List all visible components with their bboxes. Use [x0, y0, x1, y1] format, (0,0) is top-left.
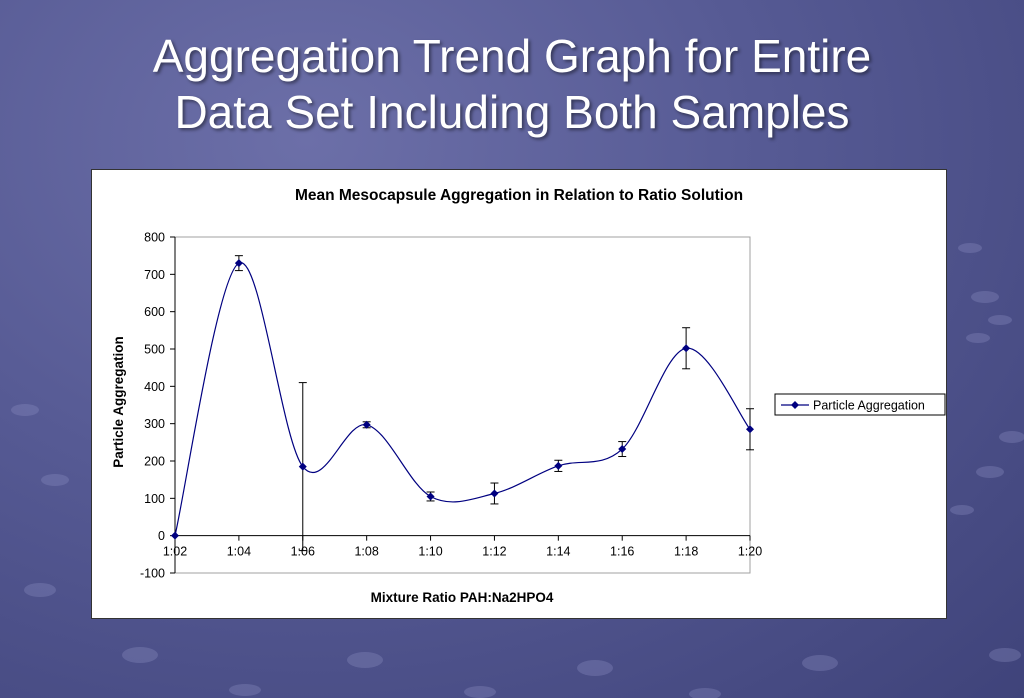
slide-title-line-1: Aggregation Trend Graph for Entire: [152, 30, 872, 82]
data-point: [362, 420, 371, 429]
legend-marker: [791, 401, 799, 409]
x-tick-label: 1:10: [418, 545, 442, 559]
x-tick-label: 1:20: [738, 545, 762, 559]
y-tick-label: 500: [144, 343, 165, 357]
data-point: [682, 344, 691, 353]
error-bars: [234, 255, 754, 552]
slide-title: Aggregation Trend Graph for Entire Data …: [0, 28, 1024, 140]
y-axis: -100 0 100 200 300 400 500 600 700 800: [140, 231, 176, 581]
x-tick-label: 1:08: [354, 545, 378, 559]
chart-container: Mean Mesocapsule Aggregation in Relation…: [91, 169, 947, 619]
legend-label: Particle Aggregation: [813, 399, 925, 413]
legend: Particle Aggregation: [774, 393, 946, 416]
data-point: [171, 531, 179, 540]
x-tick-label: 1:06: [291, 545, 315, 559]
y-tick-label: 100: [144, 492, 165, 506]
x-tick-label: 1:16: [610, 545, 634, 559]
data-point: [490, 489, 499, 498]
x-tick-label: 1:04: [227, 545, 251, 559]
y-tick-label: -100: [140, 567, 165, 581]
data-point: [618, 445, 627, 454]
x-tick-label: 1:12: [482, 545, 506, 559]
y-tick-label: 800: [144, 231, 165, 245]
chart-title: Mean Mesocapsule Aggregation in Relation…: [295, 187, 743, 204]
x-tick-label: 1:14: [546, 545, 570, 559]
chart: Mean Mesocapsule Aggregation in Relation…: [111, 187, 946, 605]
y-tick-label: 400: [144, 380, 165, 394]
series-line-particle-aggregation: [174, 262, 751, 536]
data-point: [426, 492, 435, 501]
data-point: [554, 461, 563, 470]
x-tick-label: 1:18: [674, 545, 698, 559]
y-tick-label: 700: [144, 268, 165, 282]
x-axis-title: Mixture Ratio PAH:Na2HPO4: [371, 590, 554, 605]
legend-box: [774, 393, 946, 416]
slide-title-line-2: Data Set Including Both Samples: [174, 86, 850, 138]
data-point: [298, 462, 307, 471]
y-tick-label: 0: [158, 529, 165, 543]
series-markers: [171, 259, 754, 540]
y-axis-title: Particle Aggregation: [111, 336, 126, 468]
y-tick-label: 300: [144, 417, 165, 431]
data-point: [234, 259, 243, 268]
y-tick-label: 600: [144, 305, 165, 319]
y-tick-label: 200: [144, 455, 165, 469]
x-tick-label: 1:02: [163, 545, 187, 559]
plot-area: [174, 236, 751, 574]
data-point: [746, 425, 754, 434]
x-axis: 1:02 1:04 1:06 1:08 1:10 1:12 1:14 1:16 1:18 1:20: [163, 535, 762, 559]
